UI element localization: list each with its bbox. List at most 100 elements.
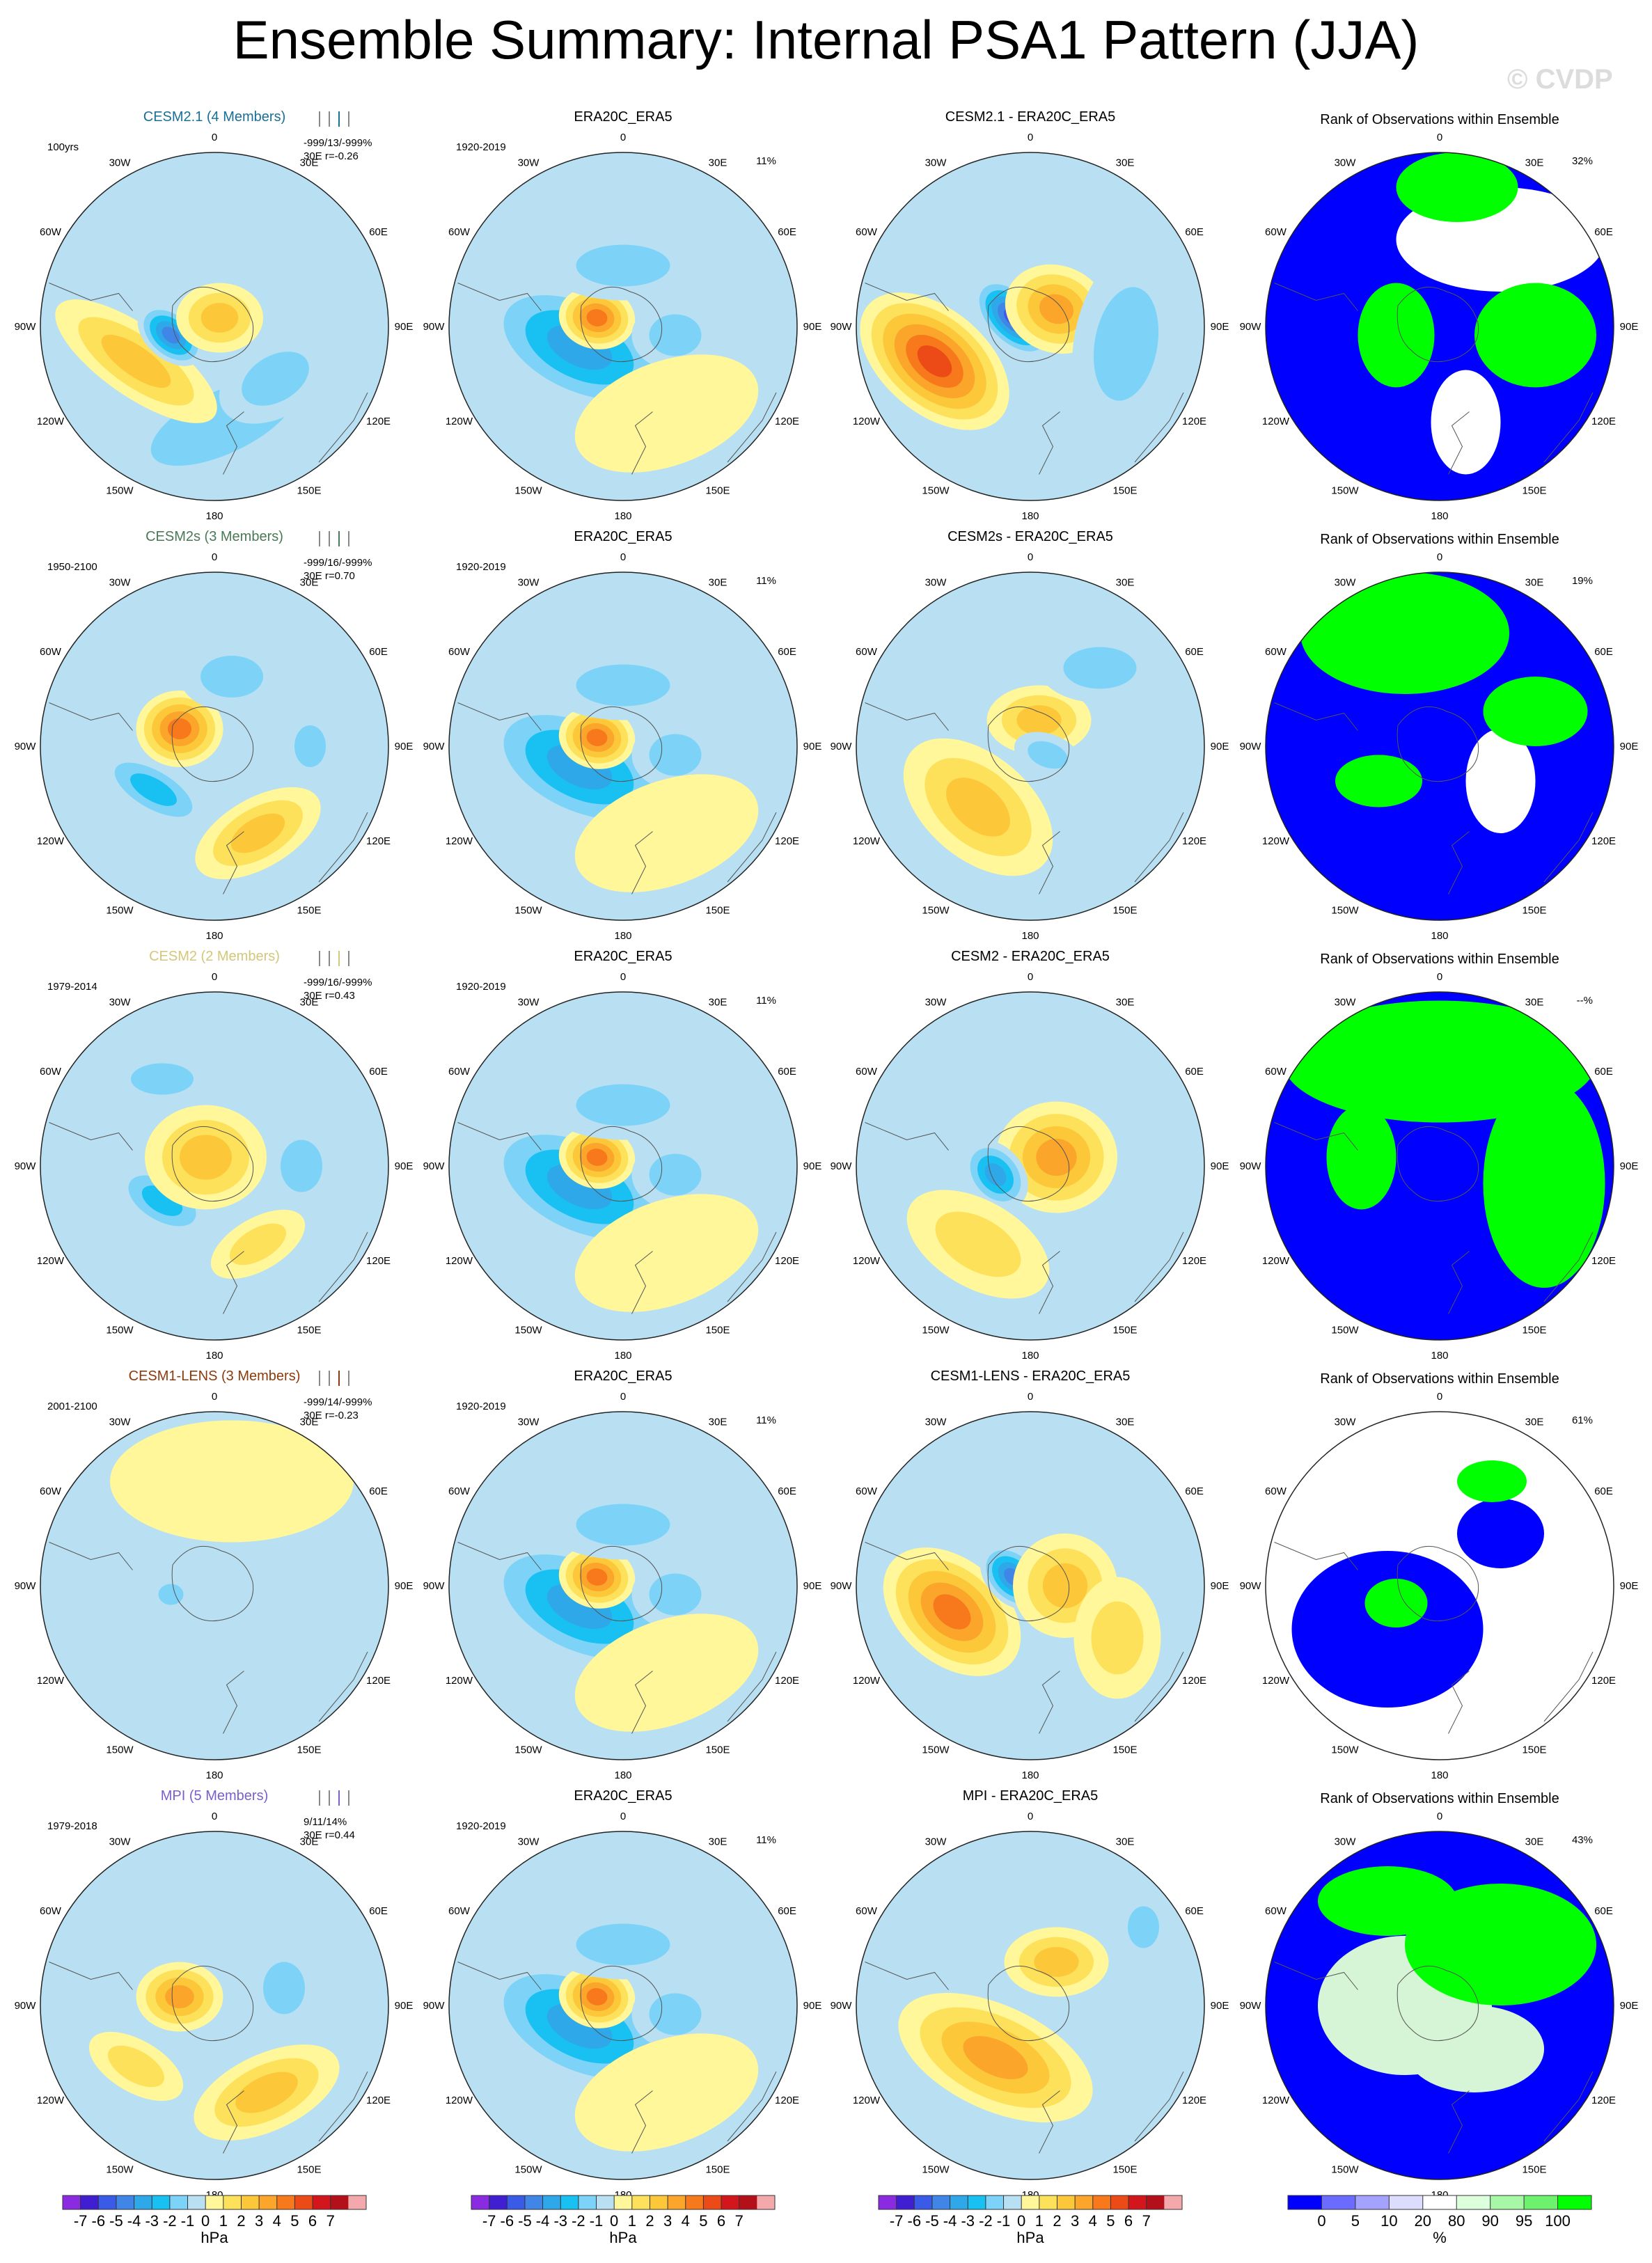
stat-tick bbox=[329, 951, 330, 966]
colorbar-label: -3 bbox=[145, 2212, 159, 2230]
colorbar-label: 2 bbox=[645, 2212, 654, 2230]
longitude-label: 30E bbox=[300, 157, 319, 168]
contour-fill bbox=[917, 345, 952, 377]
contour-fill bbox=[1042, 1563, 1088, 1609]
contour-fill bbox=[963, 2036, 1028, 2079]
colorbar-label: -2 bbox=[163, 2212, 177, 2230]
longitude-label: 150W bbox=[1331, 905, 1359, 917]
south-america-coast bbox=[49, 1122, 133, 1151]
colorbar-label: -6 bbox=[92, 2212, 106, 2230]
australia-coast bbox=[727, 2071, 777, 2142]
map-boundary bbox=[40, 152, 389, 501]
diff-title: CESM1-LENS - ERA20C_ERA5 bbox=[931, 1369, 1131, 1384]
longitude-label: 30E bbox=[709, 1416, 727, 1428]
colorbar-swatch bbox=[63, 2195, 81, 2209]
longitude-label: 180 bbox=[614, 510, 631, 522]
australia-coast bbox=[318, 2071, 368, 2142]
longitude-label: 120E bbox=[1591, 1255, 1616, 1267]
australia-coast bbox=[1543, 392, 1594, 463]
map-boundary bbox=[448, 1831, 798, 2180]
colorbar-label: -3 bbox=[961, 2212, 975, 2230]
colorbar-label: -4 bbox=[536, 2212, 550, 2230]
map-field bbox=[40, 152, 388, 500]
colorbar-label: 7 bbox=[735, 2212, 744, 2230]
longitude-label: 150E bbox=[705, 1744, 730, 1756]
longitude-label: 30E bbox=[709, 576, 727, 588]
longitude-label: 150W bbox=[514, 1325, 542, 1336]
map-field bbox=[40, 1412, 388, 1760]
longitude-label: 150E bbox=[705, 1325, 730, 1336]
colorbar-label: 1 bbox=[219, 2212, 228, 2230]
longitude-label: 120W bbox=[446, 416, 473, 427]
stat-tick bbox=[319, 111, 320, 127]
map-panel: 030E60E90E120E150E180150W120W90W60W30WER… bbox=[423, 1788, 822, 2201]
longitude-label: 90E bbox=[803, 741, 822, 752]
longitude-label: 120W bbox=[446, 835, 473, 847]
longitude-label: 60W bbox=[1265, 1905, 1287, 1917]
longitude-label: 120E bbox=[366, 2095, 391, 2106]
colorbar-swatch bbox=[914, 2195, 933, 2209]
longitude-label: 120E bbox=[775, 1255, 799, 1267]
map-boundary bbox=[856, 1831, 1205, 2180]
new-zealand-coast bbox=[631, 411, 653, 475]
map-field bbox=[1266, 572, 1614, 920]
longitude-label: 60W bbox=[40, 1905, 62, 1917]
longitude-label: 180 bbox=[614, 1350, 631, 1362]
longitude-label: 60E bbox=[778, 1485, 796, 1497]
longitude-label: 60E bbox=[1185, 226, 1204, 238]
rank-region-high bbox=[1396, 152, 1518, 222]
longitude-label: 90W bbox=[423, 321, 446, 333]
longitude-label: 0 bbox=[620, 132, 626, 143]
obs-title: ERA20C_ERA5 bbox=[574, 1369, 672, 1384]
longitude-label: 30W bbox=[518, 1416, 540, 1428]
south-america-coast bbox=[457, 702, 542, 731]
colorbar-swatch bbox=[1092, 2195, 1111, 2209]
colorbar-label: 6 bbox=[1124, 2212, 1133, 2230]
rank-percent: --% bbox=[1577, 995, 1593, 1007]
map-field bbox=[449, 572, 797, 920]
longitude-label: 150E bbox=[297, 1744, 321, 1756]
stat-tick bbox=[319, 1790, 320, 1806]
rank-percent: 43% bbox=[1572, 1834, 1593, 1846]
longitude-label: 90E bbox=[1211, 741, 1229, 752]
contour-fill bbox=[574, 1614, 759, 1732]
longitude-label: 180 bbox=[1021, 1769, 1039, 1781]
model-period: 100yrs bbox=[47, 141, 79, 153]
contour-fill bbox=[574, 1194, 759, 1312]
contour-fill bbox=[281, 1140, 322, 1192]
longitude-label: 180 bbox=[1021, 1350, 1039, 1362]
longitude-label: 60E bbox=[778, 226, 796, 238]
map-boundary bbox=[448, 152, 798, 501]
colorbar-swatch bbox=[98, 2195, 117, 2209]
antarctica-coast bbox=[580, 286, 663, 363]
colorbar-swatch bbox=[116, 2195, 135, 2209]
longitude-label: 120E bbox=[1182, 2095, 1206, 2106]
colorbar: -7 -6 -5 -4 -3 -2 -1 0 1 2 3 4 5 6 7 hPa bbox=[62, 2195, 367, 2246]
antarctica-coast bbox=[580, 1126, 663, 1202]
colorbar-swatch bbox=[1021, 2195, 1040, 2209]
longitude-label: 90W bbox=[423, 741, 446, 752]
longitude-label: 30W bbox=[1335, 157, 1357, 168]
australia-coast bbox=[1134, 812, 1184, 883]
colorbar-label: -2 bbox=[572, 2212, 585, 2230]
longitude-label: 120W bbox=[446, 1255, 473, 1267]
longitude-label: 150W bbox=[922, 2164, 950, 2176]
longitude-label: 90E bbox=[395, 321, 414, 333]
colorbar-swatch bbox=[968, 2195, 986, 2209]
map-boundary bbox=[40, 571, 389, 921]
contour-fill bbox=[574, 354, 759, 473]
contour-fill bbox=[946, 778, 1010, 837]
longitude-label: 120W bbox=[853, 416, 881, 427]
new-zealand-coast bbox=[1448, 411, 1470, 475]
antarctica-coast bbox=[171, 1126, 254, 1202]
longitude-label: 30W bbox=[925, 996, 947, 1008]
longitude-label: 150W bbox=[514, 2164, 542, 2176]
longitude-label: 120W bbox=[1262, 835, 1290, 847]
longitude-label: 0 bbox=[620, 971, 626, 983]
longitude-label: 90W bbox=[831, 1580, 853, 1592]
colorbar-label: -4 bbox=[943, 2212, 957, 2230]
longitude-label: 180 bbox=[614, 930, 631, 942]
longitude-label: 150W bbox=[922, 905, 950, 917]
longitude-label: 60E bbox=[1594, 1485, 1613, 1497]
new-zealand-coast bbox=[223, 2090, 244, 2154]
